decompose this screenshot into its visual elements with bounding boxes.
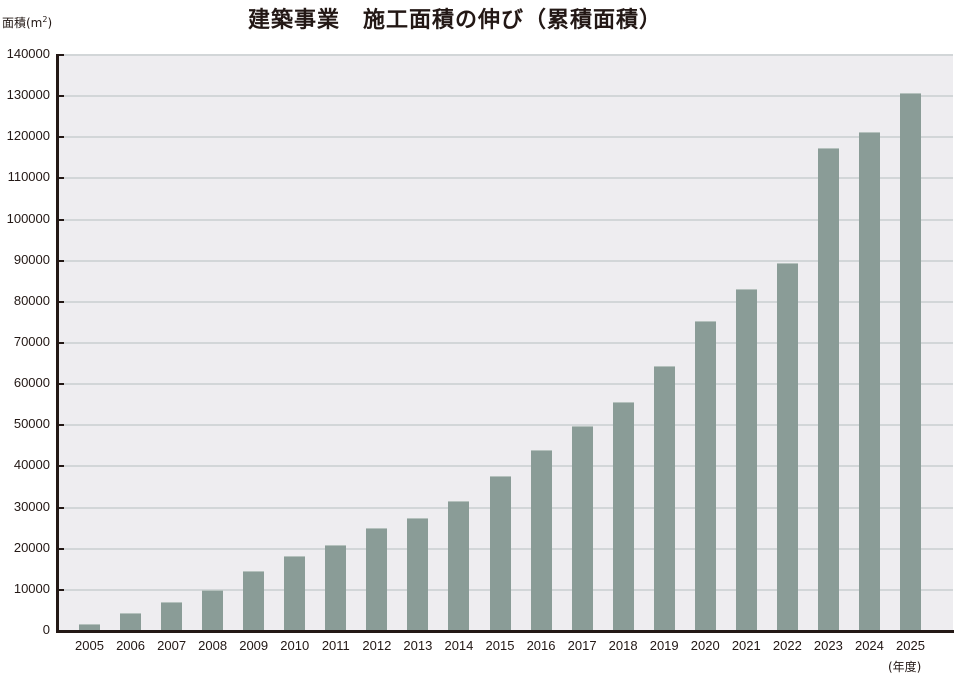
y-tick-mark <box>58 424 64 427</box>
gridline <box>58 342 953 344</box>
x-tick-label: 2023 <box>813 638 843 653</box>
gridline <box>58 259 953 262</box>
x-tick-label: 2007 <box>157 638 187 653</box>
y-tick-label: 10000 <box>13 580 50 596</box>
x-tick-label: 2024 <box>854 638 884 653</box>
y-tick-label: 60000 <box>13 375 50 391</box>
y-tick-mark <box>58 506 64 509</box>
y-axis-line <box>56 54 59 633</box>
x-axis-unit: (年度) <box>888 660 922 674</box>
x-tick-label: 2021 <box>731 638 761 653</box>
x-tick-label: 2022 <box>772 638 802 653</box>
y-tick-label: 140000 <box>6 46 50 61</box>
y-tick-label: 110000 <box>7 169 50 185</box>
y-tick-mark <box>58 54 64 56</box>
x-tick-label: 2010 <box>280 638 310 653</box>
bar-2013 <box>407 518 429 631</box>
gridline <box>58 383 953 386</box>
x-tick-label: 2015 <box>485 638 515 653</box>
y-tick-label: 90000 <box>13 251 50 267</box>
x-tick-label: 2025 <box>896 638 925 653</box>
y-tick-mark <box>58 218 64 221</box>
gridline <box>58 136 953 139</box>
y-tick-mark <box>58 177 64 180</box>
bar-2015 <box>489 475 511 631</box>
y-tick-mark <box>58 465 64 468</box>
x-tick-label: 2012 <box>362 638 392 653</box>
bar-2011 <box>325 544 347 631</box>
y-tick-label: 50000 <box>13 416 50 432</box>
bar-2005 <box>79 623 100 631</box>
gridline <box>58 424 953 427</box>
y-tick-label: 40000 <box>13 457 50 473</box>
bar-2018 <box>612 402 634 631</box>
y-tick-mark <box>58 342 64 344</box>
gridline <box>58 300 953 303</box>
y-axis-label-close: ) <box>47 16 53 30</box>
y-tick-label: 80000 <box>13 292 50 308</box>
bar-2020 <box>694 320 716 631</box>
y-tick-mark <box>58 136 64 139</box>
y-tick-mark <box>58 95 64 98</box>
y-tick-mark <box>58 300 64 303</box>
x-tick-label: 2017 <box>567 638 597 653</box>
gridline <box>58 177 953 180</box>
x-tick-label: 2014 <box>444 638 474 653</box>
x-tick-label: 2020 <box>690 638 720 653</box>
y-tick-mark <box>58 588 64 591</box>
bar-2021 <box>735 288 757 631</box>
bar-2022 <box>776 262 798 631</box>
bar-2012 <box>366 528 388 631</box>
y-tick-label: 30000 <box>13 498 50 514</box>
y-tick-label: 0 <box>42 622 50 637</box>
gridline <box>58 95 953 98</box>
y-tick-label: 20000 <box>13 539 50 555</box>
bar-2009 <box>243 571 265 631</box>
gridline <box>58 465 953 468</box>
x-tick-label: 2008 <box>198 638 228 653</box>
chart-title: 建築事業 施工面積の伸び（累積面積） <box>247 8 662 33</box>
gridline <box>58 218 953 221</box>
x-tick-label: 2013 <box>403 638 433 653</box>
bar-2010 <box>284 556 306 631</box>
x-tick-label: 2018 <box>608 638 638 653</box>
bar-2007 <box>161 602 183 631</box>
bar-2019 <box>653 366 675 631</box>
x-tick-label: 2009 <box>239 638 269 653</box>
x-tick-label: 2005 <box>75 638 104 653</box>
y-tick-label: 130000 <box>6 87 50 103</box>
gridline <box>58 54 953 56</box>
x-tick-label: 2019 <box>649 638 679 653</box>
x-tick-label: 2016 <box>526 638 556 653</box>
bar-2017 <box>571 426 593 631</box>
y-axis-label: 面積(m2) <box>2 14 52 31</box>
y-tick-label: 100000 <box>6 210 50 226</box>
bar-2023 <box>817 148 839 631</box>
y-tick-mark <box>58 383 64 386</box>
x-tick-label: 2006 <box>116 638 145 653</box>
y-tick-label: 120000 <box>6 128 50 144</box>
y-axis-label-text: 面積(m <box>2 16 43 30</box>
bar-2006 <box>120 612 142 631</box>
bar-2014 <box>448 501 470 631</box>
x-axis-line <box>56 630 954 633</box>
y-tick-mark <box>58 547 64 550</box>
bar-2008 <box>202 589 224 631</box>
x-tick-label: 2011 <box>321 638 350 653</box>
bar-2024 <box>858 131 880 631</box>
y-tick-label: 70000 <box>13 334 50 349</box>
bar-2016 <box>530 450 552 631</box>
bar-2025 <box>900 93 921 631</box>
y-axis-label-sup: 2 <box>42 15 48 24</box>
y-tick-mark <box>58 259 64 262</box>
